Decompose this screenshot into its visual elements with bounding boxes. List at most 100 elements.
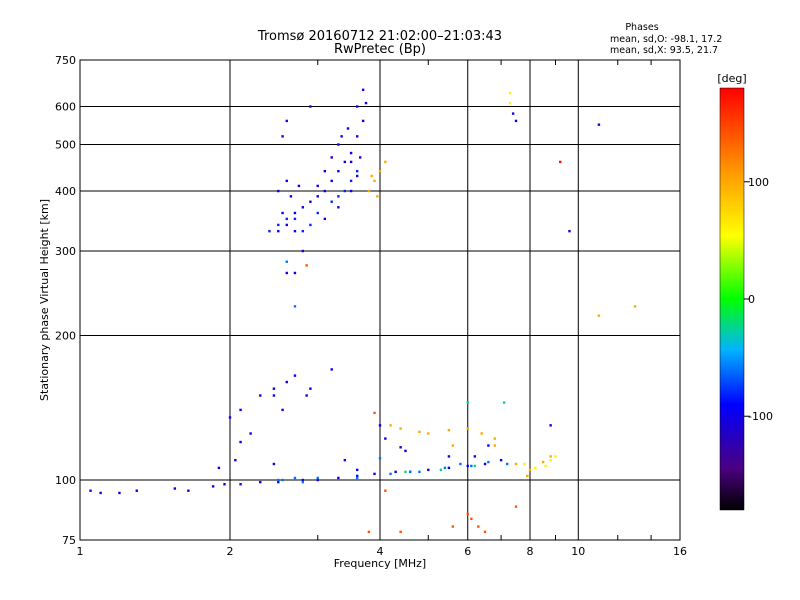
echo-point bbox=[399, 446, 402, 449]
echo-point bbox=[281, 408, 284, 412]
echo-point bbox=[514, 119, 518, 123]
echo-point bbox=[597, 123, 601, 126]
echo-point bbox=[384, 489, 387, 492]
echo-point bbox=[297, 184, 301, 188]
echo-point bbox=[544, 464, 547, 468]
echo-point bbox=[281, 478, 284, 482]
echo-point bbox=[443, 466, 447, 470]
echo-point bbox=[528, 468, 532, 472]
echo-point bbox=[343, 189, 347, 193]
colorbar-ticks: -100 0 100 bbox=[744, 176, 773, 423]
echo-point bbox=[343, 160, 347, 164]
echo-point bbox=[272, 394, 276, 397]
echo-point bbox=[409, 470, 412, 474]
echo-point bbox=[394, 470, 397, 474]
phase-line-x: mean, sd,X: 93.5, 21.7 bbox=[610, 45, 718, 56]
echo-point bbox=[483, 530, 487, 534]
echo-point bbox=[309, 200, 312, 203]
echo-point bbox=[511, 112, 515, 115]
echo-point bbox=[217, 466, 221, 470]
echo-point bbox=[466, 512, 469, 516]
echo-point bbox=[285, 179, 288, 183]
y-tick-label: 750 bbox=[55, 54, 76, 67]
echo-point bbox=[473, 464, 477, 468]
echo-point bbox=[293, 229, 297, 233]
echo-point bbox=[309, 387, 312, 390]
echo-point bbox=[118, 491, 121, 495]
echo-point bbox=[541, 460, 545, 464]
chart-subtitle: RwPretec (Bp) bbox=[334, 42, 426, 57]
echo-point bbox=[508, 91, 512, 95]
x-tick-label: 6 bbox=[464, 545, 471, 558]
echo-point bbox=[355, 105, 359, 108]
echo-point bbox=[470, 464, 473, 468]
echo-point bbox=[355, 135, 359, 138]
echo-point bbox=[466, 464, 469, 468]
y-tick-label: 300 bbox=[55, 245, 76, 258]
echo-point bbox=[343, 458, 347, 462]
echo-point bbox=[418, 430, 421, 434]
echo-point bbox=[418, 470, 421, 474]
colorbar-tick-label: 0 bbox=[748, 293, 755, 306]
echo-point bbox=[349, 151, 353, 155]
echo-point bbox=[234, 458, 237, 462]
echo-point bbox=[399, 427, 402, 430]
echo-point bbox=[272, 387, 276, 390]
echo-point bbox=[508, 101, 512, 105]
echo-point bbox=[378, 457, 382, 460]
echo-point bbox=[389, 424, 392, 427]
echo-point bbox=[293, 217, 297, 221]
echo-point bbox=[534, 466, 537, 470]
y-tick-label: 100 bbox=[55, 474, 76, 487]
x-tick-label: 8 bbox=[527, 545, 534, 558]
echo-point bbox=[505, 462, 509, 466]
echo-point bbox=[568, 229, 571, 233]
y-tick-label: 400 bbox=[55, 185, 76, 198]
echo-point bbox=[305, 264, 308, 267]
echo-point bbox=[378, 169, 382, 173]
echo-point bbox=[305, 394, 308, 397]
echo-point bbox=[293, 305, 297, 308]
x-tick-label: 1 bbox=[77, 545, 84, 558]
echo-point bbox=[367, 189, 371, 193]
x-tick-label: 2 bbox=[227, 545, 234, 558]
echo-point bbox=[293, 271, 297, 275]
echo-point bbox=[554, 455, 557, 458]
echo-point bbox=[330, 200, 333, 203]
x-tick-label: 4 bbox=[377, 545, 384, 558]
echo-point bbox=[378, 424, 382, 427]
echo-point bbox=[367, 530, 371, 534]
y-tick-label: 500 bbox=[55, 139, 76, 152]
y-tick-label: 200 bbox=[55, 330, 76, 343]
echo-point bbox=[301, 478, 305, 482]
echo-point bbox=[277, 480, 280, 484]
echo-point bbox=[316, 211, 319, 215]
echo-point bbox=[384, 160, 387, 164]
echo-point bbox=[514, 505, 518, 508]
echo-point bbox=[355, 476, 359, 480]
echo-point bbox=[427, 432, 430, 435]
colorbar-tick-label: 100 bbox=[748, 176, 769, 189]
echo-point bbox=[316, 195, 319, 198]
echo-point bbox=[466, 427, 469, 430]
echo-point bbox=[301, 229, 305, 233]
echo-point bbox=[316, 476, 319, 480]
echo-point bbox=[447, 429, 451, 432]
y-axis-title: Stationary phase Virtual Height [km] bbox=[38, 199, 51, 401]
data-points bbox=[89, 88, 637, 534]
echo-point bbox=[277, 223, 280, 227]
echo-point bbox=[285, 217, 288, 221]
echo-point bbox=[370, 174, 373, 178]
echo-point bbox=[316, 478, 319, 482]
echo-point bbox=[559, 160, 562, 164]
echo-point bbox=[483, 462, 487, 466]
echo-point bbox=[285, 119, 288, 123]
echo-point bbox=[249, 432, 252, 435]
echo-point bbox=[135, 489, 138, 492]
echo-point bbox=[361, 119, 365, 123]
phase-line-o: mean, sd,O: -98.1, 17.2 bbox=[610, 34, 722, 45]
echo-point bbox=[549, 424, 552, 427]
echo-point bbox=[277, 189, 280, 193]
echo-point bbox=[259, 480, 262, 484]
